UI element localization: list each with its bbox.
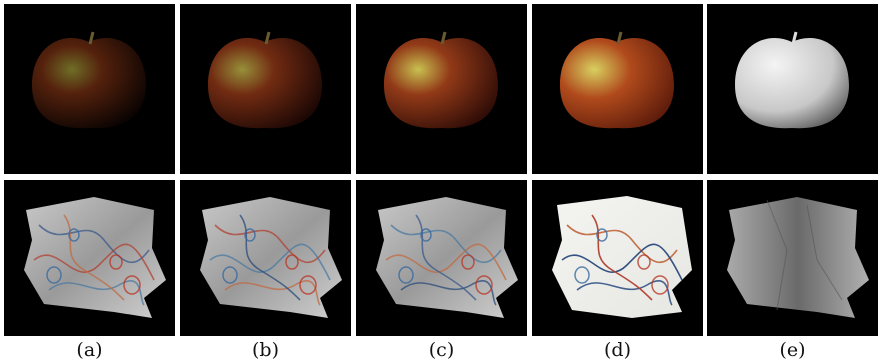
apple bbox=[560, 38, 674, 128]
panel-column: (e) bbox=[707, 4, 878, 361]
caption: (e) bbox=[779, 339, 805, 361]
paper bbox=[727, 197, 869, 318]
panel-column: (a) bbox=[4, 4, 175, 361]
caption: (a) bbox=[76, 339, 102, 361]
apple bbox=[384, 38, 498, 128]
caption: (b) bbox=[252, 339, 279, 361]
paper bbox=[200, 197, 342, 318]
apple bbox=[735, 38, 849, 128]
paper bbox=[24, 197, 166, 318]
apple bbox=[32, 38, 146, 128]
caption: (d) bbox=[604, 339, 631, 361]
paper bbox=[376, 197, 518, 318]
figure: (a) (b) (c) (d) (e) bbox=[0, 0, 881, 362]
apple bbox=[208, 38, 322, 128]
panel-column: (b) bbox=[180, 4, 351, 361]
panel-column: (c) bbox=[356, 4, 527, 361]
page: (a)(b)(c)(d)(e) (() => { const data = JS… bbox=[0, 0, 881, 362]
caption: (c) bbox=[429, 339, 454, 361]
panel-column: (d) bbox=[532, 4, 703, 361]
